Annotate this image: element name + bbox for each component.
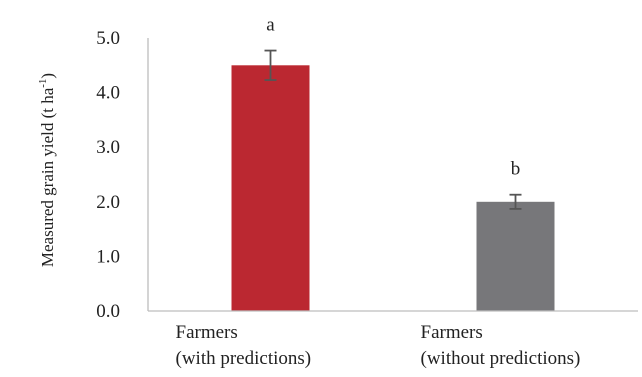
bar	[476, 201, 555, 311]
y-tick-label: 1.0	[96, 246, 120, 267]
y-tick-label: 4.0	[96, 83, 120, 104]
error-bar	[264, 49, 277, 81]
error-bars	[264, 49, 522, 210]
y-tick-labels: 0.0 1.0 2.0 3.0 4.0 5.0	[96, 28, 120, 322]
significance-letter: b	[511, 159, 521, 180]
category-label: Farmers	[176, 322, 238, 343]
category-label: Farmers	[421, 322, 483, 343]
y-tick-label: 5.0	[96, 28, 120, 49]
bar	[231, 65, 310, 311]
y-tick-label: 0.0	[96, 301, 120, 322]
y-tick-label: 3.0	[96, 137, 120, 158]
y-tick-label: 2.0	[96, 192, 120, 213]
bars	[231, 65, 555, 311]
significance-labels: ab	[266, 15, 520, 180]
category-label: (without predictions)	[421, 348, 581, 369]
category-label: (with predictions)	[176, 348, 312, 369]
y-axis-label: Measured grain yield (t ha-1)	[37, 73, 57, 267]
error-bar	[509, 193, 522, 210]
significance-letter: a	[266, 15, 275, 36]
category-labels: Farmers (with predictions) Farmers (without…	[176, 322, 581, 369]
y-axis-title: Measured grain yield (t ha-1)	[37, 73, 57, 267]
